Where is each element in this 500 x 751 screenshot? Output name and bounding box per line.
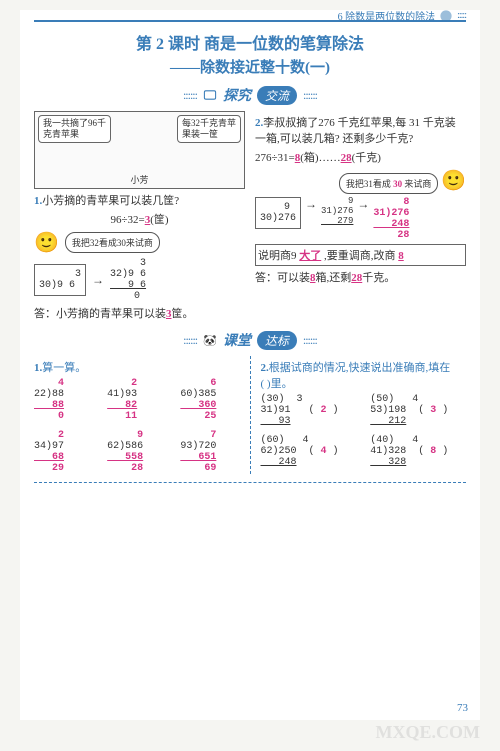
q2-explain: 说明商9 大了 ,要重调商,改商 8	[255, 244, 466, 266]
trial-3: (60) 4 62)250 ( 4 ) 248	[261, 435, 357, 468]
ex1-row1: 4 22)88 88 0 2 41)93 82 11 6 60)385 360 …	[34, 378, 240, 422]
section-badge: 交流	[257, 86, 297, 105]
long-division-final: 8 31)276 248 28	[373, 197, 409, 241]
lesson-title: 第 2 课时 商是一位数的笔算除法	[34, 30, 466, 54]
ex2-title: 2.根据试商的情况,快速说出准确商,填在 ( )里。	[261, 359, 467, 391]
dots-icon: ::::::	[183, 333, 197, 348]
division-5: 9 62)586 558 28	[107, 430, 166, 474]
watermark: MXQE.COM	[376, 722, 480, 743]
question-number: 1.	[34, 362, 42, 374]
division-6: 7 93)720 651 69	[180, 430, 239, 474]
trial-1: (30) 3 31)91 ( 2 ) 93	[261, 394, 357, 427]
speech-bubble-2: 每32千克青苹 果装一筐	[177, 115, 241, 143]
trial-4: (40) 4 41)328 ( 8 ) 328	[370, 435, 466, 468]
trial-2: (50) 4 53)198 ( 3 ) 212	[370, 394, 466, 427]
dots-icon: ::::::	[303, 333, 317, 348]
ex1-col: 1.算一算。 4 22)88 88 0 2 41)93 82 11 6 60)3…	[34, 356, 240, 474]
lesson-subtitle: ——除数接近整十数(一)	[34, 56, 466, 77]
division-3: 6 60)385 360 25	[180, 378, 239, 422]
dots-icon: :::::	[457, 10, 466, 21]
classroom-columns: 1.算一算。 4 22)88 88 0 2 41)93 82 11 6 60)3…	[34, 356, 466, 474]
q1-prompt: 1.小芳摘的青苹果可以装几筐?	[34, 192, 245, 208]
ex2-row2: (60) 4 62)250 ( 4 ) 248 (40) 4 41)328 ( …	[261, 435, 467, 468]
ex1-title: 1.算一算。	[34, 359, 240, 375]
q1-thinking: 🙂 我把32看成30来试商	[34, 230, 245, 255]
division-1: 4 22)88 88 0	[34, 378, 93, 422]
q1-work: 3 30)9 6 → 3 32)9 6 9 6 0	[34, 258, 245, 302]
thought-bubble: 我把31看成 30 来试商	[339, 173, 439, 194]
question-number: 2.	[255, 117, 263, 129]
division-2: 2 41)93 82 11	[107, 378, 166, 422]
section-badge: 达标	[257, 331, 297, 350]
trial-box: 9 30)276	[255, 197, 301, 229]
ex2-row1: (30) 3 31)91 ( 2 ) 93 (50) 4 53)198 ( 3 …	[261, 394, 467, 427]
q2-prompt: 2.李叔叔摘了276 千克红苹果,每 31 千克装 一箱,可以装几箱? 还剩多少…	[255, 114, 466, 146]
thought-bubble: 我把32看成30来试商	[65, 232, 160, 253]
q2-work: 9 30)276 → 9 31)276 279 → 8 31)276 248 2…	[255, 197, 466, 241]
q1-answer: 答：小芳摘的青苹果可以装3筐。	[34, 305, 245, 321]
question-number: 2.	[261, 362, 269, 374]
dots-icon: ::::::	[303, 88, 317, 103]
long-division: 3 32)9 6 9 6 0	[110, 258, 146, 302]
boy-icon: 🙂	[34, 230, 59, 255]
section-classroom: :::::: 🐼 课堂 达标 ::::::	[34, 330, 466, 350]
chapter-label: 6 除数是两位数的除法 :::::	[338, 8, 466, 23]
trial-division-box: 3 30)9 6	[34, 264, 86, 296]
panda-icon: 🐼	[203, 334, 217, 347]
chapter-text: 6 除数是两位数的除法	[338, 8, 436, 23]
illustration-box: 我一共摘了96千 克青苹果 每32千克青苹 果装一筐 小芳	[34, 111, 245, 189]
arrow-icon: →	[92, 273, 104, 288]
col-left: 我一共摘了96千 克青苹果 每32千克青苹 果装一筐 小芳 1.小芳摘的青苹果可…	[34, 111, 245, 324]
top-border: 6 除数是两位数的除法 :::::	[34, 20, 466, 22]
page-container: 6 除数是两位数的除法 ::::: 第 2 课时 商是一位数的笔算除法 ——除数…	[20, 10, 480, 720]
ex2-col: 2.根据试商的情况,快速说出准确商,填在 ( )里。 (30) 3 31)91 …	[261, 356, 467, 474]
book-icon	[203, 88, 217, 102]
character-name: 小芳	[130, 173, 148, 186]
q2-expression: 276÷31=8(箱)……28(千克)	[255, 149, 466, 165]
col-right: 2.李叔叔摘了276 千克红苹果,每 31 千克装 一箱,可以装几箱? 还剩多少…	[255, 111, 466, 324]
divider	[34, 482, 466, 483]
section-explore: :::::: 探究 交流 ::::::	[34, 85, 466, 105]
girl-icon: 🙂	[441, 170, 466, 192]
long-division-mid: 9 31)276 279	[321, 197, 353, 227]
section-kanji: 探究	[223, 85, 251, 105]
q2-thinking: 我把31看成 30 来试商 🙂	[255, 168, 466, 194]
speech-bubble-1: 我一共摘了96千 克青苹果	[38, 115, 111, 143]
page-number: 73	[457, 702, 468, 714]
question-number: 1.	[34, 195, 42, 207]
ex1-row2: 2 34)97 68 29 9 62)586 558 28 7 93)720 6…	[34, 430, 240, 474]
arrow-icon: →	[305, 197, 317, 212]
q2-answer: 答：可以装8箱,还剩28千克。	[255, 269, 466, 285]
q1-expression: 96÷32=3(筐)	[34, 211, 245, 227]
arrow-icon: →	[357, 197, 369, 212]
section-kanji: 课堂	[223, 330, 251, 350]
decor-icon	[439, 9, 453, 23]
division-4: 2 34)97 68 29	[34, 430, 93, 474]
explore-columns: 我一共摘了96千 克青苹果 每32千克青苹 果装一筐 小芳 1.小芳摘的青苹果可…	[34, 111, 466, 324]
dots-icon: ::::::	[183, 88, 197, 103]
